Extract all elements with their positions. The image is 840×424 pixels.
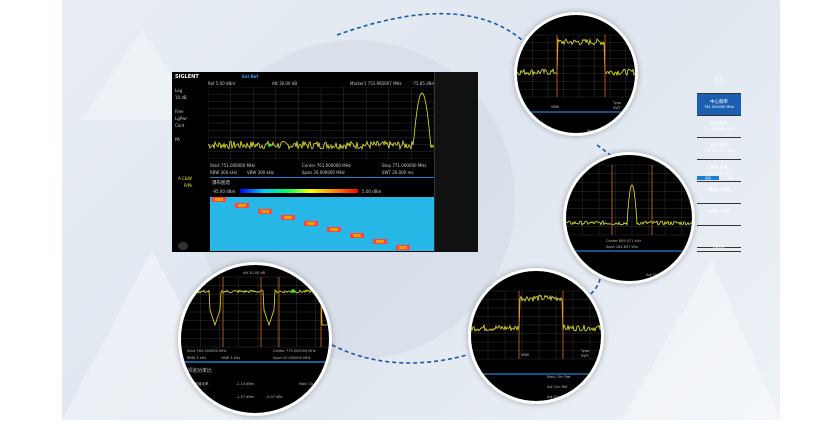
zoom-circle-top-right: VBW Type SWT Main Chn Pwr [514, 12, 638, 136]
row-value: -2.14 dBm [236, 382, 255, 386]
swt-label: SWT [581, 354, 589, 358]
zoom-circle-bottom-left: Att 20.00 dB Start 765.000000 MHz Center… [178, 262, 332, 416]
softkey-3[interactable]: 终止频率 771.000000 MHz [697, 138, 741, 160]
vbw-label: VBW 3 kHz [221, 356, 241, 360]
softkey-label: 频率 [714, 78, 724, 83]
brand-logo: SIGLENT [175, 74, 199, 80]
softkey-label: 峰值→中频 [708, 188, 730, 193]
row-value: -0.07 dBc [266, 395, 283, 399]
softkey-4[interactable]: 频率步进 2.000000 MHz 自动 手动 [697, 160, 741, 182]
marker-freq: Marker1 751.995007 MHz [350, 81, 402, 86]
softkey-6[interactable]: 中频→步进 [697, 204, 741, 226]
type-label: Type [581, 349, 590, 353]
start-freq: Start 751.000000 MHz [210, 163, 256, 168]
spectrogram-title: 瀑布图谱 [212, 181, 230, 186]
softkey-value: 771.000000 MHz [704, 149, 734, 153]
left-panel-item: LgPwr [175, 116, 188, 121]
circle-trace [471, 294, 601, 333]
stop-freq: Stop 771.000000 MHz [382, 163, 427, 168]
row-label: 下邻道 [191, 395, 202, 399]
softkey-7[interactable] [697, 226, 741, 248]
center-label: Center 809.071 kHz [606, 239, 641, 243]
menu-icon[interactable] [178, 242, 188, 250]
type-label: Type [613, 101, 622, 105]
span-label: Span 264.857 kHz [606, 245, 639, 249]
circle-trace [566, 184, 692, 227]
softkey-value: 751.000000 MHz [704, 127, 734, 131]
attenuation: Att 30.00 dB [272, 81, 298, 86]
circle-trace [181, 288, 329, 327]
row-label: Main Ch [299, 382, 314, 386]
manual-toggle[interactable]: 手动 [726, 176, 733, 180]
span-label: Span 20.000000 MHz [273, 356, 311, 360]
trace-label: A C&W [178, 176, 192, 181]
softkey-0[interactable]: 频率 [697, 72, 741, 94]
vbw: VBW 300 kHz [247, 170, 274, 175]
center-label: Center 775.000000 MHz [273, 349, 316, 353]
center-freq: Center 761.000000 MHz [302, 163, 351, 168]
left-panel-item [175, 129, 187, 136]
acpr-title: 邻道功率比 [187, 368, 213, 374]
zoom-circle-right: Center 809.071 kHz Span 264.857 kHz Adj … [563, 152, 695, 284]
softkey-label: 频率步进 [710, 166, 728, 171]
auto-toggle[interactable]: 自动 [697, 176, 719, 180]
connector-line [331, 344, 468, 364]
ref-level: Ref 5.00 dBm [208, 81, 236, 86]
scale-max: 5.00 dBm [362, 189, 382, 194]
sweep-time: SWT 26.000 ms [382, 170, 414, 175]
main-chn-label: Main Chn Pwr [547, 375, 571, 379]
adj-ref-label: Adj Chn Ref [547, 385, 568, 389]
start-label: Start 765.000000 MHz [187, 349, 227, 353]
vbw-label: VBW [551, 105, 560, 109]
ext-ref-label: Ext Ref [242, 74, 259, 79]
row-value: -1.57 dBm [236, 395, 255, 399]
left-panel-item: Log [175, 88, 183, 93]
trace-mode: P/Pk [184, 183, 193, 188]
rbw-label: RBW 3 kHz [187, 356, 207, 360]
circle-trace [517, 38, 635, 77]
softkey-label: 中心频率 [710, 100, 728, 105]
softkey-1[interactable]: 中心频率 761.000000 MHz [697, 94, 741, 116]
adj-label: Adj Chn Ref [646, 273, 667, 277]
color-scale-bar [240, 189, 358, 193]
att-label: Att 20.00 dB [243, 271, 265, 275]
softkey-label: 终止频率 [710, 144, 728, 149]
scale-min: -95.00 dBm [212, 189, 236, 194]
left-panel-item: Free [175, 109, 184, 114]
swt-label: SWT [613, 106, 621, 110]
spectrum-trace [208, 92, 434, 151]
softkey-2[interactable]: 起始频率 751.000000 MHz [697, 116, 741, 138]
analyzer-screen: SIGLENT Ext Ref Ref 5.00 dBm Att 30.00 d… [172, 72, 741, 252]
softkey-label: 起始频率 [710, 122, 728, 127]
marker-1 [268, 143, 272, 147]
marker-value: -75.85 dBm [412, 81, 436, 86]
connector-line [336, 12, 523, 41]
row-label: 主信道功率 [191, 382, 209, 386]
softkey-5[interactable]: 峰值→中频 [697, 182, 741, 204]
main-chn-label: Main Chn Pwr [587, 129, 611, 133]
left-panel-item [175, 101, 187, 108]
span: Span 20.000000 MHz [302, 170, 345, 175]
zoom-circle-bottom-right: VBW Type SWT Main Chn Pwr Adj Chn Ref Ad… [468, 268, 604, 404]
rbw: RBW 300 kHz [210, 170, 237, 175]
softkey-label: 中频→步进 [708, 210, 730, 215]
spectrogram [210, 197, 435, 251]
softkey-value: 761.000000 MHz [704, 105, 734, 109]
left-panel-item: Cont [175, 123, 185, 128]
local-button[interactable]: Local [697, 244, 741, 252]
left-panel-item: PA [175, 137, 180, 142]
marker [291, 289, 295, 293]
adj-type-label: Adj Chn Type [547, 395, 570, 399]
left-panel-item: 10 dB [175, 95, 187, 100]
softkey-value: 2.000000 MHz [706, 171, 732, 175]
spectrum-plot[interactable] [208, 87, 434, 159]
vbw-label: VBW [521, 353, 530, 357]
